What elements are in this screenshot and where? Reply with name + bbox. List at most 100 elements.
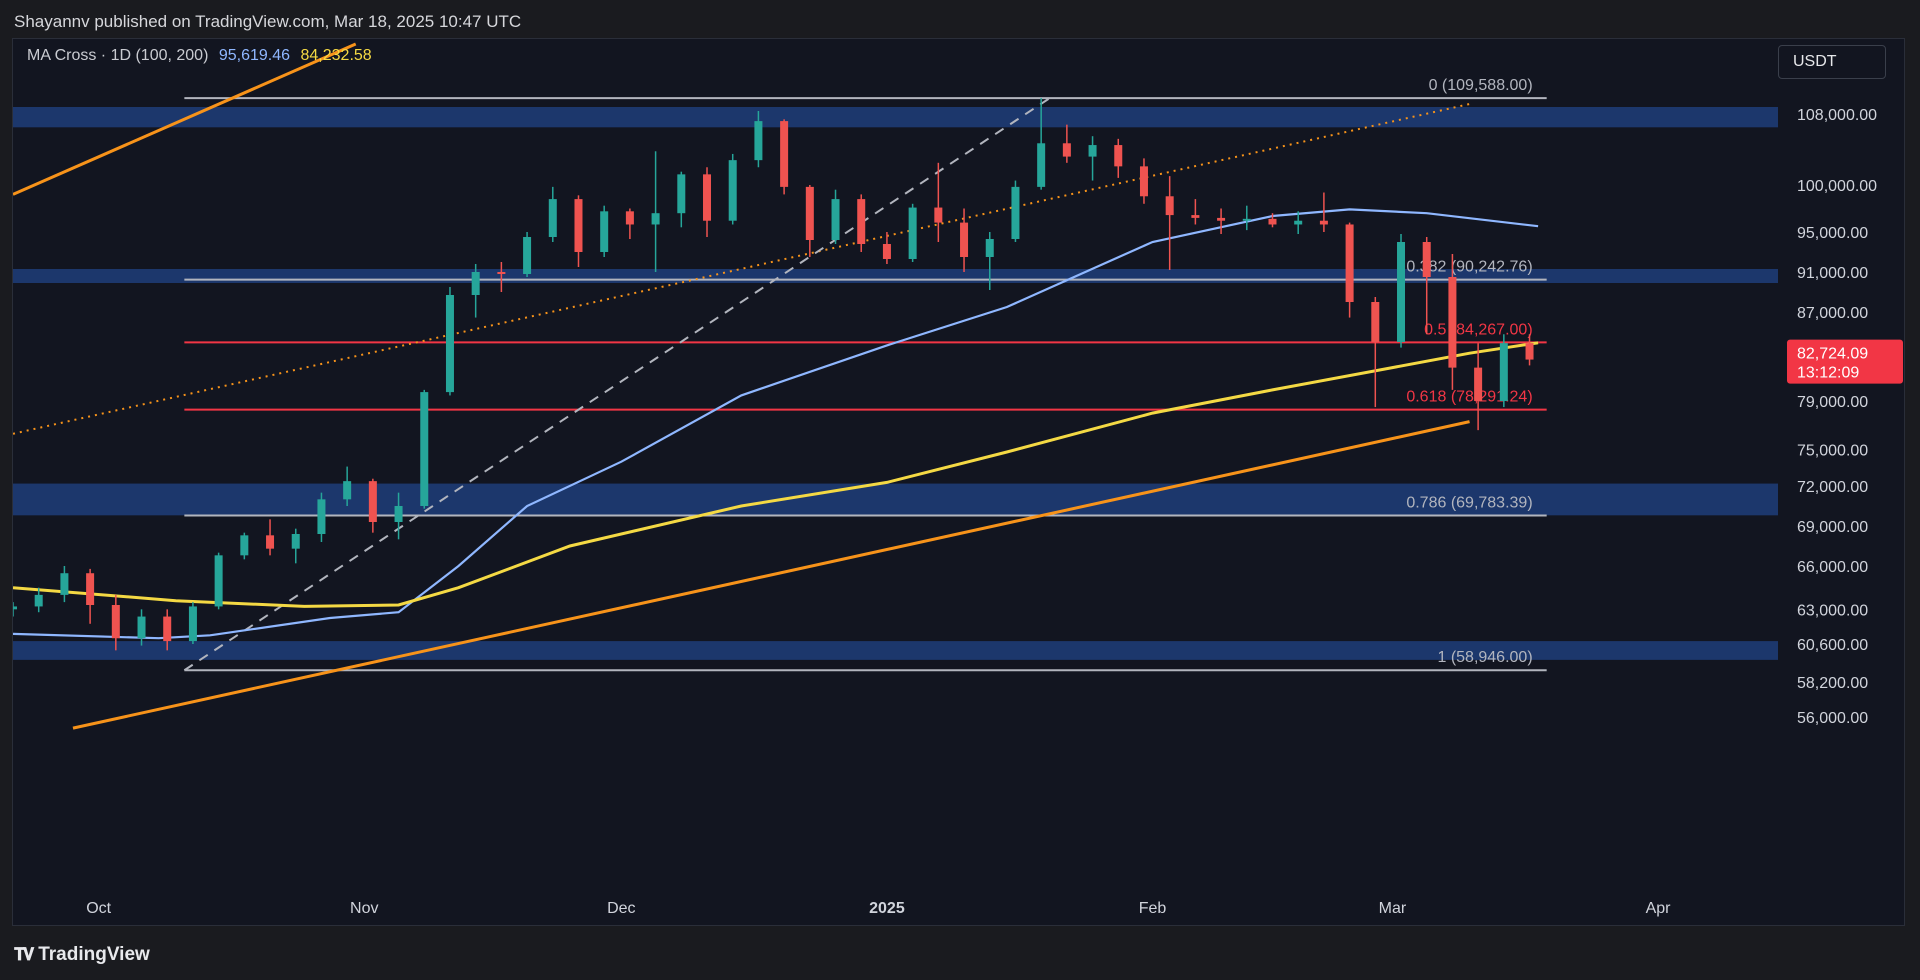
y-tick-label-11: 91,000.00 — [1797, 265, 1868, 282]
candle-body-27[interactable] — [703, 174, 712, 221]
candle-body-12[interactable] — [317, 499, 326, 534]
support-resistance-zone-0 — [13, 107, 1778, 128]
y-tick-label-13: 100,000.00 — [1797, 178, 1877, 195]
candle-body-4[interactable] — [111, 605, 120, 639]
trendline-solid-1[interactable] — [72, 420, 1470, 730]
candle-body-43[interactable] — [1114, 145, 1123, 167]
candle-body-51[interactable] — [1319, 220, 1328, 225]
candle-body-30[interactable] — [780, 121, 789, 187]
candle-body-47[interactable] — [1217, 217, 1226, 221]
indicator-name: MA Cross · 1D (100, 200) — [27, 47, 209, 64]
currency-button[interactable]: USDT — [1778, 45, 1886, 79]
candle-body-10[interactable] — [266, 535, 275, 549]
candle-body-11[interactable] — [291, 534, 300, 549]
candle-body-7[interactable] — [188, 606, 197, 642]
candle-body-28[interactable] — [728, 160, 737, 221]
candle-body-31[interactable] — [805, 186, 814, 240]
candle-body-17[interactable] — [445, 295, 454, 393]
candle-body-23[interactable] — [600, 211, 609, 252]
candle-body-13[interactable] — [343, 481, 352, 500]
candle-body-19[interactable] — [497, 272, 506, 274]
x-tick-label-4: Feb — [1139, 900, 1167, 917]
candle-body-49[interactable] — [1268, 218, 1277, 225]
candle-body-57[interactable] — [1474, 367, 1483, 401]
candle-body-59[interactable] — [1525, 343, 1534, 360]
candle-body-46[interactable] — [1191, 215, 1200, 218]
x-tick-label-3: 2025 — [869, 900, 905, 917]
y-tick-label-7: 75,000.00 — [1797, 443, 1868, 460]
candle-body-50[interactable] — [1294, 220, 1303, 225]
fib-level-label-0: 0 (109,588.00) — [1429, 77, 1533, 94]
candle-body-8[interactable] — [214, 555, 223, 607]
candle-body-48[interactable] — [1242, 218, 1251, 221]
candle-body-44[interactable] — [1139, 166, 1148, 197]
fib-level-label-1: 0.382 (90,242.76) — [1406, 259, 1532, 276]
chart-panel[interactable]: 0 (109,588.00) 0.382 (90,242.76) 0.5 (84,2… — [12, 38, 1905, 926]
candle-body-6[interactable] — [163, 616, 172, 642]
candle-body-15[interactable] — [394, 506, 403, 522]
tradingview-logo[interactable]: 𝐓𝐕 TradingView — [14, 944, 150, 966]
current-price-tag[interactable] — [1787, 339, 1903, 384]
ma100-line[interactable] — [13, 208, 1539, 640]
candle-body-9[interactable] — [240, 535, 249, 556]
indicator-legend[interactable]: MA Cross · 1D (100, 200) 95,619.46 84,23… — [27, 47, 372, 65]
x-tick-label-6: Apr — [1646, 900, 1672, 917]
candle-body-18[interactable] — [471, 272, 480, 295]
candle-body-52[interactable] — [1345, 224, 1354, 302]
candle-body-25[interactable] — [651, 213, 660, 225]
fib-level-label-4: 0.786 (69,783.39) — [1406, 495, 1532, 512]
candle-body-2[interactable] — [60, 573, 69, 595]
candle-body-45[interactable] — [1165, 196, 1174, 216]
candle-body-24[interactable] — [625, 211, 634, 225]
candle-body-26[interactable] — [677, 174, 686, 214]
y-tick-label-0: 56,000.00 — [1797, 710, 1868, 727]
candle-body-32[interactable] — [831, 199, 840, 240]
candle-body-29[interactable] — [754, 121, 763, 161]
candle-body-33[interactable] — [857, 199, 866, 244]
candle-body-53[interactable] — [1371, 302, 1380, 343]
candle-body-55[interactable] — [1422, 242, 1431, 277]
candle-body-41[interactable] — [1062, 143, 1071, 157]
ma100-value: 95,619.46 — [218, 47, 291, 64]
candle-body-22[interactable] — [574, 199, 583, 252]
x-tick-label-1: Nov — [350, 900, 378, 917]
brand-label: TradingView — [38, 944, 150, 965]
candle-body-0[interactable] — [13, 606, 17, 610]
fib-level-label-2: 0.5 (84,267.00) — [1424, 321, 1533, 338]
candle-body-34[interactable] — [882, 244, 891, 259]
candle-body-16[interactable] — [420, 392, 429, 506]
candle-body-36[interactable] — [934, 207, 943, 223]
y-tick-label-12: 95,000.00 — [1797, 225, 1868, 242]
candle-body-14[interactable] — [368, 481, 377, 522]
candle-body-39[interactable] — [1011, 186, 1020, 239]
trendline-dotted-2[interactable] — [13, 103, 1470, 435]
support-resistance-zone-2 — [13, 483, 1778, 516]
candle-countdown-label: 13:12:09 — [1797, 365, 1859, 382]
ma200-value: 84,232.58 — [300, 47, 372, 64]
y-tick-label-4: 66,000.00 — [1797, 559, 1868, 576]
trendline-solid-0[interactable] — [13, 42, 357, 196]
trendline-dashed-3[interactable] — [183, 97, 1051, 672]
candle-body-54[interactable] — [1397, 242, 1406, 343]
candle-body-42[interactable] — [1088, 145, 1097, 157]
candle-body-37[interactable] — [960, 222, 969, 257]
candle-body-58[interactable] — [1499, 343, 1508, 401]
candle-body-3[interactable] — [86, 573, 95, 605]
ma200-line[interactable] — [13, 341, 1539, 608]
candle-body-21[interactable] — [548, 199, 557, 237]
candle-body-35[interactable] — [908, 207, 917, 259]
candle-body-20[interactable] — [523, 237, 532, 274]
tradingview-logo-icon: 𝐓𝐕 — [14, 945, 34, 964]
price-chart[interactable]: 0 (109,588.00) 0.382 (90,242.76) 0.5 (84,2… — [13, 39, 1904, 925]
publish-header: Shayannv published on TradingView.com, M… — [14, 12, 522, 31]
candle-body-56[interactable] — [1448, 277, 1457, 368]
candle-body-5[interactable] — [137, 616, 146, 639]
candle-body-40[interactable] — [1037, 143, 1046, 187]
fib-level-label-5: 1 (58,946.00) — [1437, 649, 1532, 666]
current-price-label: 82,724.09 — [1797, 346, 1868, 363]
candle-body-1[interactable] — [34, 594, 43, 607]
x-tick-label-0: Oct — [86, 900, 111, 917]
candle-body-38[interactable] — [985, 239, 994, 257]
y-tick-label-3: 63,000.00 — [1797, 602, 1868, 619]
y-tick-label-14: 108,000.00 — [1797, 107, 1877, 124]
